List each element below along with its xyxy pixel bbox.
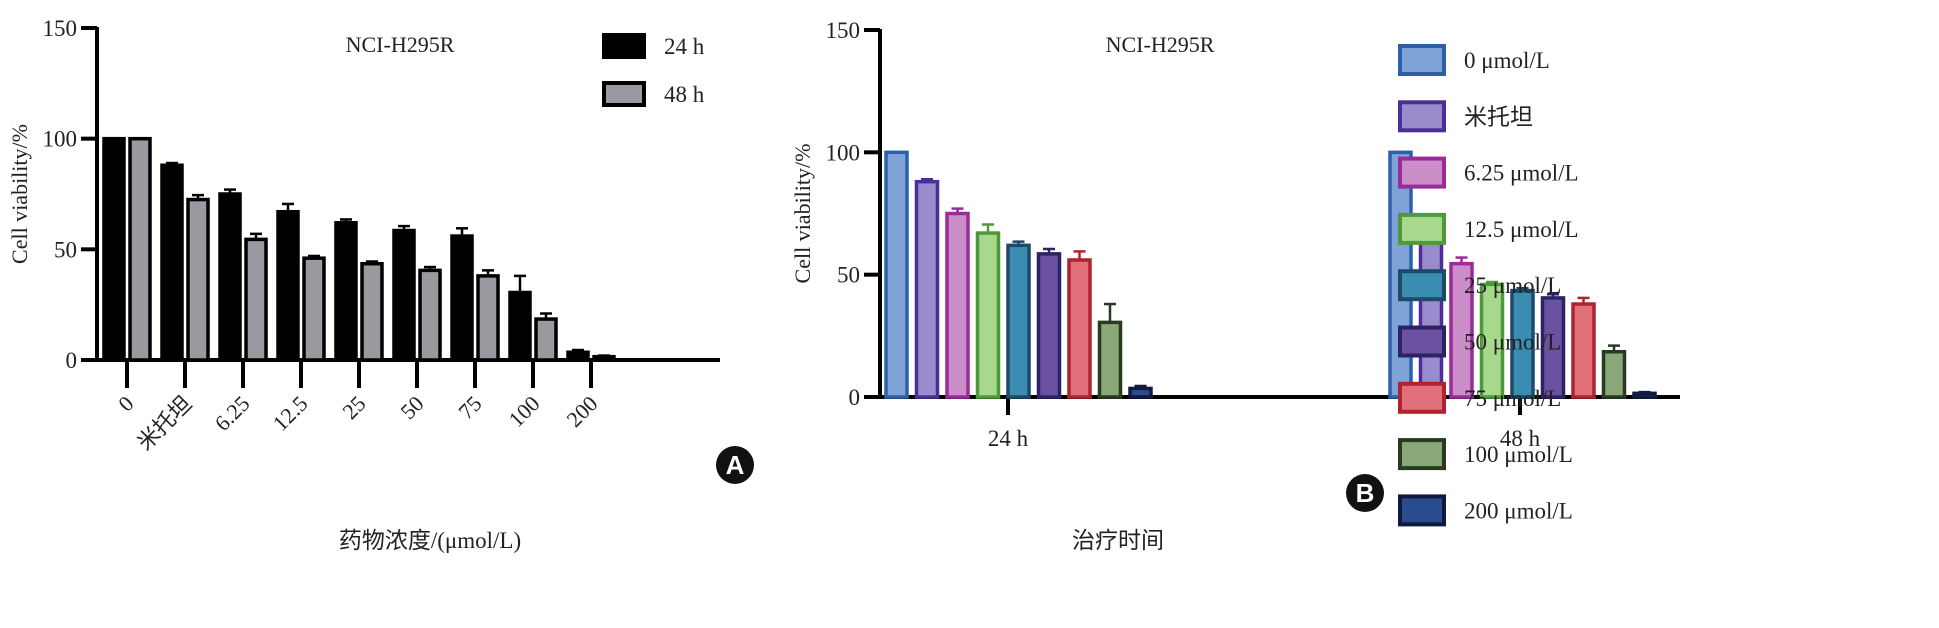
panel-a-24h-bar — [276, 209, 300, 362]
panel-b-x-tick-label: 24 h — [988, 426, 1029, 451]
panel-b-label: B — [1356, 478, 1375, 508]
panel-a-48h-bar — [128, 136, 152, 362]
panel-a-x-tick-label: 12.5 — [268, 391, 313, 436]
panel-b-series-1-bar — [1418, 217, 1444, 399]
panel-b-legend-swatch — [1398, 325, 1446, 358]
panel-b-legend-label: 12.5 μmol/L — [1464, 217, 1579, 242]
panel-b-series-1-bar — [914, 179, 940, 399]
panel-a-legend-swatch — [602, 81, 646, 107]
panel-b-y-tick-label: 100 — [826, 140, 861, 165]
panel-a-48h-bar — [186, 197, 210, 362]
panel-a-48h-bar — [592, 354, 616, 362]
panel-b-legend-label: 0 μmol/L — [1464, 48, 1550, 73]
panel-b-series-7-bar — [1601, 349, 1627, 399]
panel-a-x-axis-label: 药物浓度/(μmol/L) — [339, 528, 521, 553]
panel-a-x-tick-label: 75 — [453, 391, 486, 424]
panel-b-legend-swatch — [1398, 438, 1446, 471]
panel-b-legend-swatch — [1398, 269, 1446, 302]
panel-b-legend-label: 6.25 μmol/L — [1464, 161, 1579, 186]
panel-a-x-tick-label: 米托坦 — [132, 391, 196, 455]
panel-b-y-tick-label: 50 — [837, 263, 860, 288]
panel-b-series-6-bar — [1067, 258, 1092, 399]
panel-b-legend-label: 100 μmol/L — [1464, 442, 1573, 467]
panel-b-legend-label: 25 μmol/L — [1464, 273, 1561, 298]
panel-a-x-tick-label: 0 — [113, 391, 138, 416]
panel-b-legend-swatch — [1398, 100, 1446, 133]
panel-a-legend-swatch — [602, 33, 646, 59]
panel-a-x-tick-label: 25 — [337, 391, 370, 424]
panel-a-chart-title: NCI-H295R — [346, 32, 455, 57]
panel-b-legend-swatch — [1398, 494, 1446, 527]
panel-b-series-0-bar — [884, 150, 909, 399]
panel-b-series-8-bar — [1128, 386, 1153, 399]
panel-b-legend-label: 75 μmol/L — [1464, 386, 1561, 411]
panel-a-24h-bar — [450, 234, 474, 362]
panel-a-y-axis-label: Cell viability/% — [7, 124, 32, 264]
panel-a-48h-bar — [418, 268, 442, 362]
panel-a-48h-bar — [244, 237, 268, 362]
panel-b-y-tick-label: 0 — [849, 385, 861, 410]
panel-b-legend-swatch — [1398, 156, 1446, 189]
panel-b-legend-swatch — [1398, 212, 1446, 245]
panel-b-series-5-bar — [1036, 252, 1062, 399]
panel-a-y-tick-label: 0 — [66, 348, 78, 373]
panel-b-legend-label: 50 μmol/L — [1464, 330, 1561, 355]
panel-a-y-tick-label: 100 — [43, 127, 78, 152]
panel-b-series-6-bar — [1571, 302, 1596, 399]
panel-a-24h-bar — [160, 163, 184, 362]
panel-a-x-tick-label: 6.25 — [210, 391, 255, 436]
panel-b-legend-label: 米托坦 — [1464, 104, 1533, 129]
panel-b-series-4-bar — [1006, 243, 1031, 399]
panel-a-24h-bar — [392, 228, 416, 362]
panel-b-y-tick-label: 150 — [826, 18, 861, 43]
panel-a-48h-bar — [476, 274, 500, 362]
panel-a-24h-bar — [218, 192, 242, 362]
panel-b-chart-title: NCI-H295R — [1106, 32, 1215, 57]
panel-b-legend-swatch — [1398, 381, 1446, 414]
panel-b-label-badge — [1346, 474, 1384, 512]
panel-b-series-8-bar — [1632, 391, 1657, 399]
panel-b-legend-swatch — [1398, 44, 1446, 76]
panel-a-y-tick-label: 150 — [43, 16, 78, 41]
panel-a-24h-bar — [102, 136, 126, 362]
panel-a-legend-label: 24 h — [664, 34, 705, 59]
panel-b-series-3-bar — [975, 231, 1001, 399]
panel-a-24h-bar — [566, 350, 590, 362]
panel-a-x-tick-label: 200 — [562, 391, 603, 432]
panel-b-series-7-bar — [1097, 320, 1123, 399]
panel-a-48h-bar — [360, 261, 384, 362]
panel-a-x-tick-label: 50 — [395, 391, 428, 424]
panel-b-legend-label: 200 μmol/L — [1464, 498, 1573, 523]
panel-a-48h-bar — [534, 317, 558, 362]
panel-b-series-2-bar — [945, 211, 970, 399]
panel-a-24h-bar — [508, 290, 532, 362]
panel-a-x-tick-label: 100 — [504, 391, 545, 432]
panel-b-x-tick-label: 48 h — [1500, 426, 1541, 451]
panel-b-x-axis-label: 治疗时间 — [1072, 528, 1164, 553]
panel-a-y-tick-label: 50 — [54, 237, 77, 262]
panel-a-legend-label: 48 h — [664, 82, 705, 107]
panel-a-48h-bar — [302, 256, 326, 362]
panel-b-y-axis-label: Cell viability/% — [790, 144, 815, 284]
panel-a-24h-bar — [334, 221, 358, 362]
panel-a-label-badge — [716, 446, 754, 484]
panel-a-label: A — [726, 450, 745, 480]
